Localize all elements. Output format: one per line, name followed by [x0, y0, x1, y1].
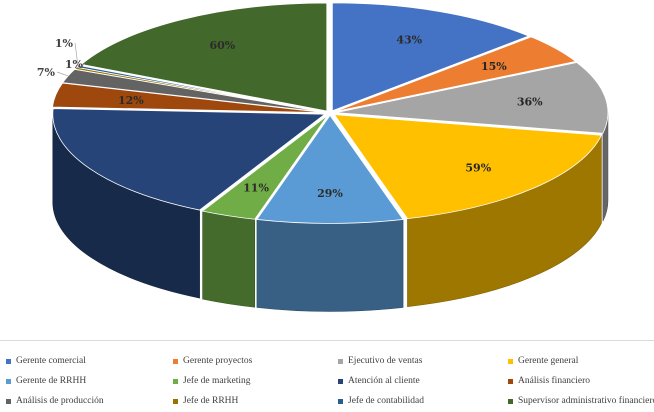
legend-item-gerente-comercial: Gerente comercial	[6, 351, 173, 371]
legend-item-gerente-general: Gerente general	[508, 351, 654, 371]
pie-slice-gerente-de-rrhh	[256, 114, 404, 224]
legend-marker-supervisor-administrativo-financiero	[508, 398, 513, 404]
data-label-gerente-general: 59%	[465, 161, 491, 174]
pie-slice-side-gerente-de-rrhh	[256, 219, 404, 312]
legend-marker-analisis-de-produccion	[6, 398, 11, 404]
legend-label-jefe-de-contabilidad: Jefe de contabilidad	[348, 396, 424, 406]
legend-item-analisis-de-produccion: Análisis de producción	[6, 391, 173, 411]
legend-label-supervisor-administrativo-financiero: Supervisor administrativo financiero	[518, 396, 654, 406]
legend-item-atencion-al-cliente: Atención al cliente	[338, 371, 508, 391]
data-label-jefe-de-rrhh: 1%	[65, 58, 84, 71]
leader-line-jefe-de-rrhh	[75, 63, 86, 69]
data-label-jefe-de-contabilidad: 1%	[55, 37, 74, 50]
legend-item-gerente-de-rrhh: Gerente de RRHH	[6, 371, 173, 391]
pie-slice-gerente-general	[333, 114, 603, 220]
legend-label-atencion-al-cliente: Atención al cliente	[348, 376, 420, 386]
pie-slice-gerente-proyectos	[334, 36, 577, 112]
legend-label-gerente-de-rrhh: Gerente de RRHH	[16, 376, 87, 386]
legend-item-jefe-de-rrhh: Jefe de RRHH	[173, 391, 338, 411]
pie-slice-jefe-de-marketing	[201, 114, 329, 220]
legend-marker-gerente-general	[508, 358, 513, 364]
legend-label-analisis-de-produccion: Análisis de producción	[16, 396, 104, 406]
legend-label-jefe-de-marketing: Jefe de marketing	[183, 376, 251, 386]
legend-label-gerente-general: Gerente general	[518, 356, 579, 366]
pie-slice-supervisor-administrativo-financiero	[80, 2, 328, 112]
pie-slice-gerente-comercial	[331, 2, 530, 112]
legend-marker-gerente-de-rrhh	[6, 378, 11, 384]
data-label-jefe-de-marketing: 11%	[243, 182, 269, 195]
legend-marker-ejecutivo-de-ventas	[338, 358, 343, 364]
legend-marker-atencion-al-cliente	[338, 378, 343, 384]
legend-label-jefe-de-rrhh: Jefe de RRHH	[183, 396, 239, 406]
leader-line-analisis-de-produccion	[56, 71, 69, 77]
pie-slice-atencion-al-cliente	[52, 108, 326, 211]
pie-chart-plot: 43% 15% 36% 59% 29% 11% 12% 7% 1% 1% 60%	[37, 2, 609, 312]
legend-label-gerente-proyectos: Gerente proyectos	[183, 356, 253, 366]
legend-label-analisis-financiero: Análisis financiero	[518, 376, 591, 386]
legend-item-analisis-financiero: Análisis financiero	[508, 371, 654, 391]
legend-marker-jefe-de-marketing	[173, 378, 178, 384]
data-label-gerente-proyectos: 15%	[481, 60, 507, 73]
legend-item-gerente-proyectos: Gerente proyectos	[173, 351, 338, 371]
data-label-supervisor-administrativo-financiero: 60%	[209, 39, 235, 52]
legend-marker-jefe-de-rrhh	[173, 398, 178, 404]
legend-label-ejecutivo-de-ventas: Ejecutivo de ventas	[348, 356, 423, 366]
legend-marker-gerente-comercial	[6, 358, 11, 364]
pie-slice-side-jefe-de-marketing	[202, 210, 256, 308]
legend-item-supervisor-administrativo-financiero: Supervisor administrativo financiero	[508, 391, 654, 411]
legend-item-jefe-de-marketing: Jefe de marketing	[173, 371, 338, 391]
legend-marker-gerente-proyectos	[173, 358, 178, 364]
data-label-analisis-de-produccion: 7%	[37, 66, 56, 79]
data-label-gerente-de-rrhh: 29%	[317, 187, 343, 200]
pie-slice-analisis-financiero	[51, 82, 325, 114]
legend-item-ejecutivo-de-ventas: Ejecutivo de ventas	[338, 351, 508, 371]
legend-item-jefe-de-contabilidad: Jefe de contabilidad	[338, 391, 508, 411]
legend-label-gerente-comercial: Gerente comercial	[16, 356, 86, 366]
data-label-analisis-financiero: 12%	[118, 94, 144, 107]
leader-line-jefe-de-contabilidad	[74, 42, 79, 67]
legend-marker-jefe-de-contabilidad	[338, 398, 343, 404]
chart-legend: Gerente comercial Gerente proyectos Ejecut…	[0, 340, 654, 412]
data-label-ejecutivo-de-ventas: 36%	[517, 95, 543, 108]
data-label-gerente-comercial: 43%	[396, 33, 422, 46]
legend-marker-analisis-financiero	[508, 378, 513, 384]
pie-slice-ejecutivo-de-ventas	[335, 62, 609, 134]
